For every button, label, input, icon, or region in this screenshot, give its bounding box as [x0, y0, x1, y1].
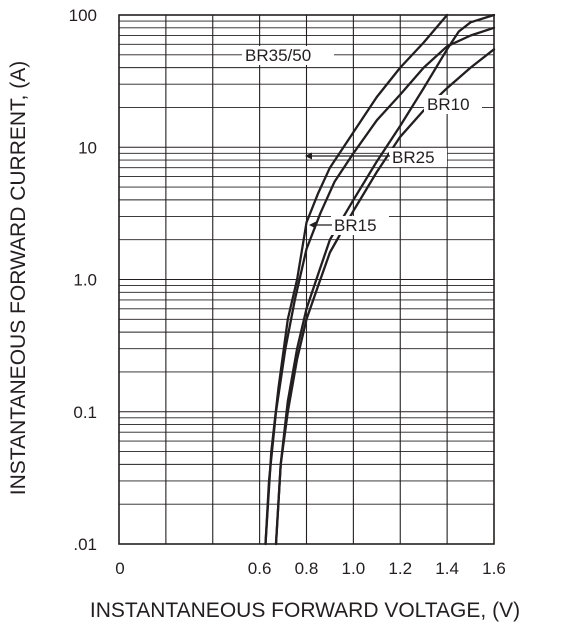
y-axis-title: INSTANTANEOUS FORWARD CURRENT, (A) — [7, 61, 30, 495]
x-axis-title: INSTANTANEOUS FORWARD VOLTAGE, (V) — [90, 599, 520, 622]
x-tick-label: 1.2 — [388, 559, 412, 578]
y-tick-label: 10 — [78, 138, 97, 157]
series-label-bg — [331, 216, 389, 235]
x-tick-label: 0.6 — [248, 559, 272, 578]
series-label-bg — [424, 95, 482, 114]
series-curve-br15 — [274, 48, 496, 546]
tick-labels: 0 0.6 0.8 1.0 1.2 1.4 1.6 .01 0.1 1.0 10 100 — [69, 6, 506, 578]
x-tick-label: 1.0 — [342, 559, 366, 578]
arrow-head-icon — [309, 221, 316, 229]
series-curve-br10 — [264, 26, 496, 546]
x-tick-label: 0 — [115, 559, 124, 578]
series-labels: BR35/50 BR10 BR25 BR15 — [242, 46, 482, 235]
series-label-br35-50: BR35/50 — [245, 46, 311, 65]
x-tick-label: 1.6 — [482, 559, 506, 578]
series-curve-br25 — [274, 13, 496, 546]
series-label-br15: BR15 — [334, 216, 377, 235]
x-tick-label: 1.4 — [435, 559, 459, 578]
series-label-br25: BR25 — [392, 148, 435, 167]
arrow-head-icon — [305, 152, 312, 160]
series-label-bg — [389, 148, 447, 167]
y-tick-label: 1.0 — [73, 271, 97, 290]
x-tick-label: 0.8 — [295, 559, 319, 578]
y-tick-label: 0.1 — [73, 403, 97, 422]
series-label-bg — [242, 46, 334, 65]
series-label-br10: BR10 — [427, 95, 470, 114]
y-tick-label: .01 — [73, 535, 97, 554]
y-tick-label: 100 — [69, 6, 97, 25]
